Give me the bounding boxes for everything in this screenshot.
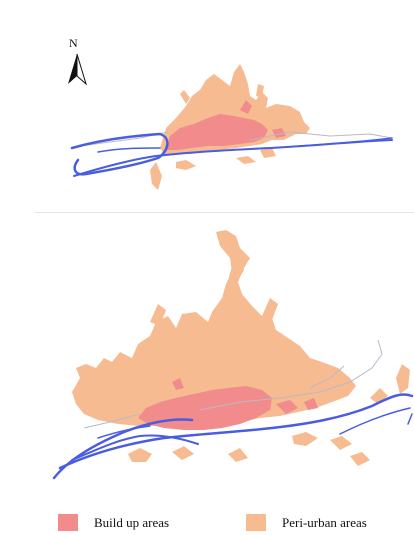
map-bottom-panel <box>52 230 414 480</box>
legend-swatch-peri-urban <box>246 514 266 531</box>
build-up-area-top <box>166 100 286 150</box>
legend: Build up areas Peri-urban areas <box>0 514 414 534</box>
north-arrow-label: N <box>69 36 78 50</box>
legend-label-peri-urban: Peri-urban areas <box>282 514 367 530</box>
legend-swatch-build-up <box>58 514 78 531</box>
legend-item-build-up: Build up areas <box>58 514 169 531</box>
map-top-panel <box>70 64 393 190</box>
river-network-bottom <box>52 393 414 480</box>
river-network-top <box>70 132 393 177</box>
legend-label-build-up: Build up areas <box>94 514 170 530</box>
legend-item-peri-urban: Peri-urban areas <box>246 514 367 531</box>
north-arrow <box>62 38 92 90</box>
panel-divider <box>35 212 414 213</box>
peri-urban-area-bottom <box>72 230 410 466</box>
roads-bottom <box>83 339 383 429</box>
